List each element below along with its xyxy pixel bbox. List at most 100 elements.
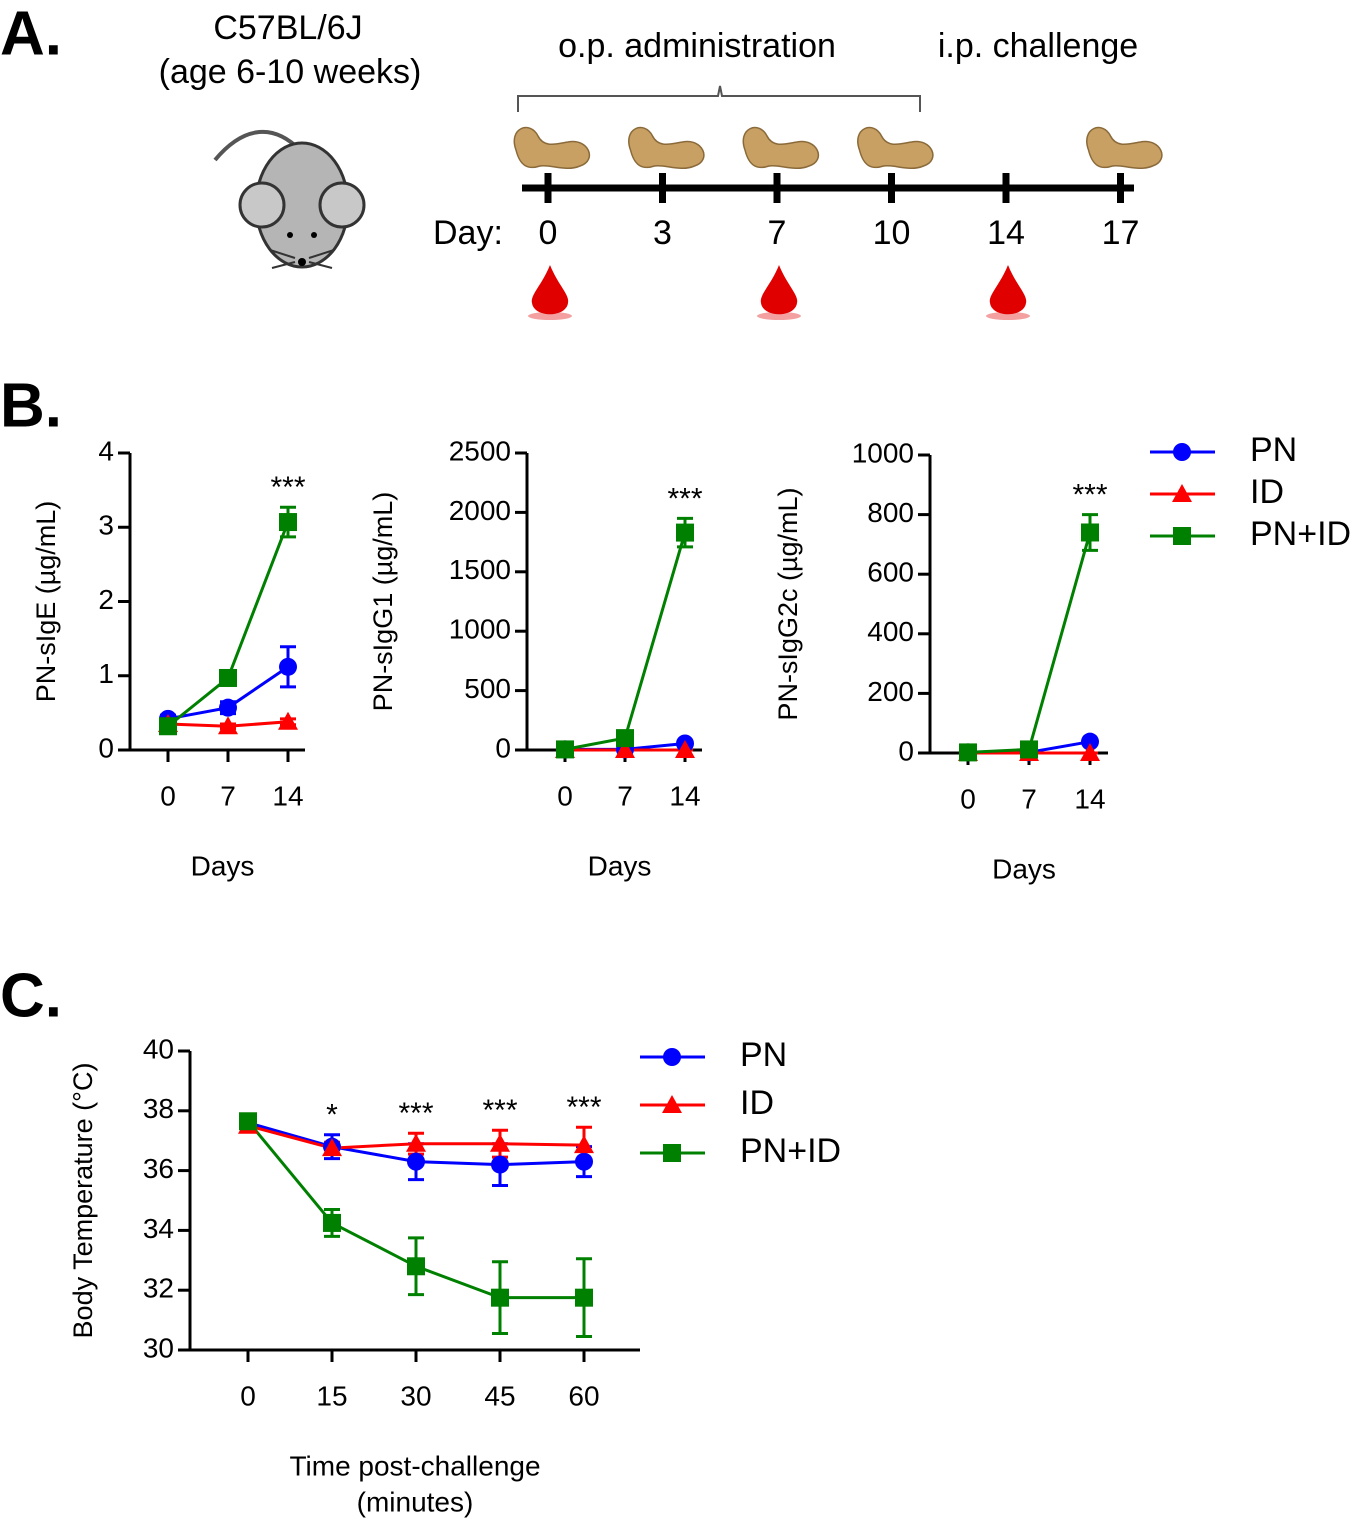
data-point: [574, 1135, 594, 1154]
data-point: [616, 729, 634, 748]
day-label: Day:: [433, 214, 503, 252]
y-tick-label: 800: [867, 497, 914, 528]
y-axis-label: Body Temperature (°C): [68, 1063, 98, 1339]
data-point: [219, 698, 237, 717]
x-axis-label: (minutes): [357, 1486, 474, 1517]
data-point: [556, 740, 574, 759]
data-point: [575, 1152, 593, 1171]
x-tick-label: 0: [557, 780, 573, 811]
y-tick-label: 1000: [852, 437, 914, 468]
day-value: 17: [1102, 214, 1140, 252]
administration-label: o.p. administration: [558, 27, 836, 65]
data-point: [1020, 740, 1038, 759]
significance-label: ***: [566, 1091, 601, 1124]
data-point: [239, 1112, 257, 1131]
x-axis-label: Days: [588, 850, 652, 881]
y-tick-label: 36: [143, 1153, 174, 1184]
x-tick-label: 30: [400, 1380, 431, 1411]
legend-label: ID: [740, 1084, 774, 1122]
y-tick-label: 200: [867, 676, 914, 707]
legend-marker: [663, 1048, 681, 1066]
peanut-icon: [1086, 126, 1163, 169]
drop-shadow: [986, 312, 1030, 320]
data-point: [615, 740, 635, 758]
mouse-icon: [213, 130, 366, 269]
data-point: [279, 657, 297, 676]
data-point: [218, 716, 238, 735]
significance-label: *: [326, 1099, 338, 1132]
series-line: [967, 532, 1092, 754]
legend-label: PN: [1250, 431, 1297, 469]
series-line: [564, 532, 687, 751]
y-tick-label: 40: [143, 1033, 174, 1064]
data-point: [575, 1288, 593, 1307]
peanut-icon: [742, 126, 820, 169]
data-point: [490, 1133, 510, 1152]
blood-drop: [760, 265, 798, 315]
data-point: [1081, 732, 1099, 751]
significance-label: ***: [482, 1094, 517, 1127]
y-tick-label: 1000: [449, 614, 511, 645]
x-tick-label: 0: [240, 1380, 256, 1411]
y-tick-label: 34: [143, 1213, 174, 1244]
challenge-label: i.p. challenge: [938, 27, 1138, 65]
x-tick-label: 14: [669, 780, 700, 811]
y-tick-label: 600: [867, 557, 914, 588]
y-tick-label: 0: [898, 735, 914, 766]
significance-label: ***: [1072, 479, 1107, 512]
brace: [517, 85, 921, 112]
y-tick-label: 500: [464, 673, 511, 704]
y-tick-label: 1500: [449, 554, 511, 585]
data-point: [491, 1288, 509, 1307]
y-tick-label: 38: [143, 1093, 174, 1124]
data-point: [159, 717, 177, 736]
legend-marker: [663, 1144, 681, 1162]
data-point: [1080, 743, 1100, 761]
age: (age 6-10 weeks): [159, 53, 422, 91]
data-point: [407, 1152, 425, 1171]
data-point: [959, 743, 977, 762]
chart: 0 1 2 3 4 0 7 14 PN-sIgE (µg/mL) Days ***: [31, 435, 306, 881]
x-tick-label: 45: [484, 1380, 515, 1411]
legend-label: PN+ID: [1250, 515, 1351, 553]
peanut-icon: [513, 126, 591, 169]
x-tick-label: 14: [272, 780, 303, 811]
legend-label: ID: [1250, 473, 1284, 511]
chart: 0 200 400 600 800 1000 0 7 14 PN-sIgG2c (µg/mL) Da…: [773, 437, 1108, 884]
chart: 30 32 34 36 38 40 0 15 30 45 60 Body Temperature (°…: [68, 1033, 640, 1517]
y-tick-label: 2500: [449, 435, 511, 466]
x-tick-label: 60: [568, 1380, 599, 1411]
chart: 0 500 1000 1500 2000 2500 0 7 14 PN-sIgG1 (µg/mL)…: [368, 435, 703, 881]
data-point: [675, 740, 695, 758]
strain: C57BL/6J: [213, 9, 362, 47]
data-point: [279, 513, 297, 532]
day-value: 0: [539, 214, 558, 252]
peanut-icon: [628, 126, 705, 169]
x-tick-label: 15: [316, 1380, 347, 1411]
data-point: [407, 1257, 425, 1276]
data-point: [219, 668, 237, 687]
y-tick-label: 2: [98, 584, 114, 615]
y-tick-label: 30: [143, 1332, 174, 1363]
y-tick-label: 3: [98, 510, 114, 541]
day-value: 7: [768, 214, 787, 252]
blood-drop: [989, 265, 1027, 315]
y-tick-label: 400: [867, 616, 914, 647]
data-point: [322, 1138, 342, 1157]
blood-drop: [531, 265, 569, 315]
significance-label: ***: [398, 1097, 433, 1130]
y-axis-label: PN-sIgE (µg/mL): [31, 501, 61, 703]
peanut-icon: [857, 126, 934, 169]
x-tick-label: 7: [1021, 783, 1037, 814]
significance-label: ***: [270, 471, 305, 504]
x-tick-label: 0: [160, 780, 176, 811]
panel-label: C.: [0, 961, 62, 1030]
y-tick-label: 0: [98, 732, 114, 763]
x-tick-label: 7: [617, 780, 633, 811]
y-tick-label: 4: [98, 435, 114, 466]
day-value: 14: [987, 214, 1025, 252]
series-line: [167, 521, 290, 728]
drop-shadow: [528, 312, 572, 320]
y-axis-label: PN-sIgG1 (µg/mL): [368, 492, 398, 712]
